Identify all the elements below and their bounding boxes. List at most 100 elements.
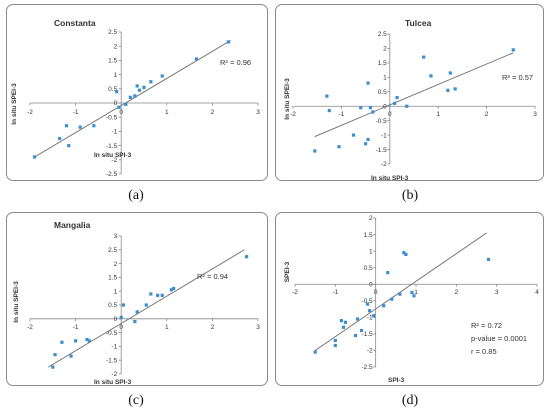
y-axis-label: In situ SPEI-3 — [284, 78, 291, 120]
data-point — [453, 87, 457, 91]
y-tick-label: -2 — [111, 371, 117, 378]
data-point — [395, 95, 399, 100]
y-tick-label: -1.5 — [106, 357, 118, 364]
x-tick-label: 3 — [533, 111, 537, 118]
x-axis-label: SPI-3 — [388, 377, 405, 384]
data-point — [172, 286, 176, 291]
data-point — [359, 106, 363, 110]
y-tick-label: 0.5 — [364, 265, 373, 272]
panel-c-frame — [6, 212, 268, 386]
data-point — [119, 315, 123, 320]
y-tick-label: -1.5 — [361, 331, 373, 338]
y-tick-label: -2 — [381, 161, 387, 168]
data-point — [325, 94, 329, 98]
data-point — [128, 95, 132, 99]
data-point — [245, 255, 249, 259]
annotation: p-value = 0.0001 — [471, 334, 527, 343]
y-tick-label: 1.5 — [108, 58, 117, 65]
annotation: r = 0.85 — [471, 347, 497, 356]
y-tick-label: 1.5 — [108, 275, 117, 282]
y-tick-label: 1.5 — [364, 232, 373, 239]
x-axis-label: In situ SPI-3 — [94, 379, 132, 386]
data-point — [149, 292, 153, 296]
data-point — [313, 149, 317, 153]
data-point — [51, 365, 55, 369]
data-point — [402, 251, 406, 255]
y-tick-label: 1 — [383, 75, 387, 82]
data-point — [446, 88, 450, 92]
x-tick-label: -1 — [73, 109, 79, 116]
caption-b: (b) — [401, 188, 419, 203]
trendline — [48, 249, 245, 368]
x-tick-label: 1 — [165, 324, 169, 331]
x-tick-label: -1 — [73, 324, 79, 331]
y-tick-label: -2.5 — [106, 171, 118, 178]
data-point — [337, 145, 341, 149]
data-point — [160, 74, 164, 78]
data-point — [58, 136, 62, 141]
y-tick-label: 2.5 — [378, 31, 387, 38]
y-tick-label: 2.5 — [108, 247, 117, 254]
data-point — [333, 343, 337, 348]
x-tick-label: -2 — [27, 324, 33, 331]
y-tick-label: -1.5 — [106, 143, 118, 150]
x-axis-label: In situ SPI-3 — [371, 175, 409, 182]
y-tick-label: -2 — [367, 348, 373, 355]
y-tick-label: -2.5 — [361, 364, 373, 371]
y-tick-label: 0.5 — [108, 86, 117, 93]
data-point — [393, 101, 397, 105]
data-point — [32, 155, 37, 159]
data-point — [386, 271, 390, 275]
x-tick-label: 1 — [436, 111, 440, 118]
data-point — [372, 314, 376, 318]
y-tick-label: 0 — [114, 316, 118, 323]
x-tick-label: -2 — [290, 111, 296, 118]
data-point — [160, 293, 164, 297]
y-tick-label: 2 — [114, 261, 118, 268]
data-point — [144, 303, 148, 307]
y-tick-label: -0.5 — [361, 298, 373, 305]
data-point — [410, 290, 414, 295]
data-point — [382, 304, 386, 308]
data-point — [405, 104, 409, 108]
chart-title: Mangalia — [54, 220, 91, 230]
y-tick-label: -2 — [111, 157, 117, 164]
x-tick-label: 3 — [256, 324, 260, 331]
y-tick-label: -1 — [367, 315, 373, 322]
data-point — [156, 293, 160, 297]
y-tick-label: -1 — [111, 129, 117, 136]
x-tick-label: 3 — [495, 289, 499, 296]
data-point — [124, 102, 128, 107]
data-point — [359, 328, 364, 333]
x-tick-label: 0 — [119, 324, 123, 331]
data-point — [149, 80, 153, 84]
data-point — [366, 81, 370, 85]
y-tick-label: -1 — [111, 344, 117, 351]
y-tick-label: 0.5 — [108, 302, 117, 309]
data-point — [194, 57, 199, 61]
data-point — [390, 297, 394, 301]
y-tick-label: -0.5 — [106, 114, 118, 121]
y-axis-label: In situ SPEI-3 — [13, 281, 20, 323]
data-point — [87, 339, 91, 343]
data-point — [355, 317, 360, 321]
annotation: R² = 0.57 — [502, 73, 533, 82]
y-tick-label: 1 — [114, 288, 118, 295]
y-tick-label: 2.5 — [108, 29, 117, 36]
data-point — [92, 124, 96, 128]
panel-b-frame — [275, 4, 544, 181]
data-point — [368, 309, 372, 313]
y-tick-label: 1 — [114, 72, 118, 79]
caption-c: (c) — [128, 393, 144, 408]
chart-constanta: -2 -1 0 1 2 3-2.5-2-1.5-1-0.500.511.522.5Cons… — [11, 18, 260, 178]
x-tick-label: -2 — [292, 289, 298, 296]
chart-tulcea: -2-10123-2-1.5-1-0.500.511.522.5TulceaIn… — [284, 18, 537, 182]
y-tick-label: 2 — [383, 46, 387, 53]
data-point — [398, 292, 402, 296]
chart-combined: -2 -1 0 1 2 3 4-2.5-2-1.5-1-0.500.511.52SPI-3S… — [284, 215, 539, 384]
trendline — [34, 40, 231, 158]
y-tick-label: -1 — [381, 132, 387, 139]
x-tick-label: 0 — [119, 109, 123, 116]
data-point — [67, 144, 71, 148]
data-point — [121, 303, 126, 307]
